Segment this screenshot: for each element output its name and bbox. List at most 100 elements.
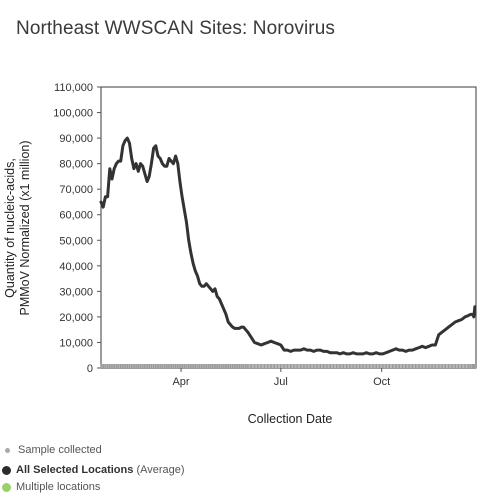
sample-marker: [163, 364, 166, 368]
sample-marker: [170, 364, 172, 368]
sample-marker: [368, 364, 371, 368]
sample-marker: [428, 364, 430, 368]
sample-marker: [218, 364, 221, 368]
sample-marker: [408, 364, 410, 368]
sample-marker: [405, 364, 407, 368]
sample-marker: [469, 364, 472, 368]
sample-marker: [139, 364, 142, 368]
sample-marker: [201, 364, 203, 368]
sample-marker: [418, 364, 420, 368]
sample-marker: [166, 364, 168, 368]
sample-collected-band: [101, 364, 476, 368]
sample-marker: [474, 364, 476, 368]
y-tick-label: 110,000: [54, 82, 93, 94]
sample-marker: [342, 364, 344, 368]
legend-sample-dot: [5, 447, 10, 453]
sample-marker: [392, 364, 394, 368]
sample-marker: [231, 364, 234, 368]
sample-marker: [247, 364, 249, 368]
legend-multiple-locations[interactable]: Multiple locations: [2, 481, 100, 493]
sample-marker: [220, 364, 223, 368]
sample-marker: [183, 364, 185, 368]
y-tick-label: 70,000: [59, 184, 93, 196]
legend-all-selected-locations[interactable]: All Selected Locations (Average): [2, 464, 185, 476]
sample-marker: [398, 364, 400, 368]
sample-marker: [148, 364, 150, 368]
sample-marker: [345, 364, 348, 368]
sample-marker: [111, 364, 113, 368]
sample-marker: [185, 364, 188, 368]
sample-marker: [336, 364, 338, 368]
series-line-all-selected-locations: [99, 136, 477, 356]
sample-marker: [157, 364, 159, 368]
sample-marker: [303, 364, 305, 368]
sample-marker: [280, 364, 282, 368]
sample-marker: [236, 364, 238, 368]
sample-marker: [296, 364, 298, 368]
sample-marker: [115, 364, 118, 368]
sample-marker: [216, 364, 218, 368]
y-tick-label: 10,000: [59, 337, 93, 349]
sample-marker: [283, 364, 285, 368]
sample-marker: [172, 364, 175, 368]
y-tick-label: 90,000: [59, 133, 93, 145]
sample-marker: [451, 364, 453, 368]
sample-marker: [144, 364, 146, 368]
sample-marker: [104, 364, 107, 368]
sample-marker: [316, 364, 318, 368]
sample-marker: [161, 364, 164, 368]
sample-marker: [242, 364, 245, 368]
legend-sample-label: Sample collected: [18, 444, 102, 456]
legend-sample-collected: Sample collected: [5, 444, 102, 456]
sample-marker: [349, 364, 351, 368]
legend-multi-dot: [2, 482, 11, 492]
sample-marker: [355, 364, 358, 368]
sample-marker: [260, 364, 262, 368]
sample-marker: [309, 364, 312, 368]
sample-marker: [444, 364, 446, 368]
sample-marker: [401, 364, 404, 368]
sample-marker: [273, 364, 275, 368]
sample-marker: [454, 364, 456, 368]
plot-area: [100, 86, 477, 369]
sample-marker: [223, 364, 225, 368]
sample-marker: [421, 364, 423, 368]
sample-marker: [362, 364, 364, 368]
y-tick-label: 40,000: [59, 261, 93, 273]
sample-marker: [196, 364, 199, 368]
x-tick-label: Jul: [274, 376, 288, 388]
sample-marker: [332, 364, 335, 368]
y-tick-label: 30,000: [59, 286, 93, 298]
sample-marker: [109, 364, 111, 368]
sample-marker: [431, 364, 433, 368]
sample-marker: [263, 364, 266, 368]
sample-marker: [457, 364, 460, 368]
sample-marker: [276, 364, 279, 368]
x-axis-ticks: Apr Jul Oct: [172, 368, 390, 388]
sample-marker: [270, 364, 272, 368]
y-tick-label: 60,000: [59, 210, 93, 222]
sample-marker: [467, 364, 469, 368]
sample-marker: [120, 364, 122, 368]
sample-marker: [240, 364, 243, 368]
sample-marker: [168, 364, 170, 368]
sample-marker: [388, 364, 391, 368]
sample-marker: [150, 364, 153, 368]
sample-marker: [128, 364, 131, 368]
sample-markers: [100, 364, 476, 368]
sample-marker: [385, 364, 387, 368]
sample-marker: [267, 364, 269, 368]
sample-marker: [375, 364, 377, 368]
sample-marker: [326, 364, 328, 368]
y-axis-label-line2: PMMoV Normalized (x1 million): [18, 140, 32, 315]
y-axis-ticks: 0 10,000 20,000 30,000 40,000 50,000 60,000 70,…: [53, 82, 101, 375]
sample-marker: [179, 364, 181, 368]
sample-marker: [199, 364, 201, 368]
sample-marker: [135, 364, 137, 368]
sample-marker: [159, 364, 161, 368]
sample-marker: [192, 364, 194, 368]
sample-marker: [382, 364, 384, 368]
chart-title: Northeast WWSCAN Sites: Norovirus: [16, 18, 335, 39]
sample-marker: [106, 364, 109, 368]
sample-marker: [131, 364, 133, 368]
